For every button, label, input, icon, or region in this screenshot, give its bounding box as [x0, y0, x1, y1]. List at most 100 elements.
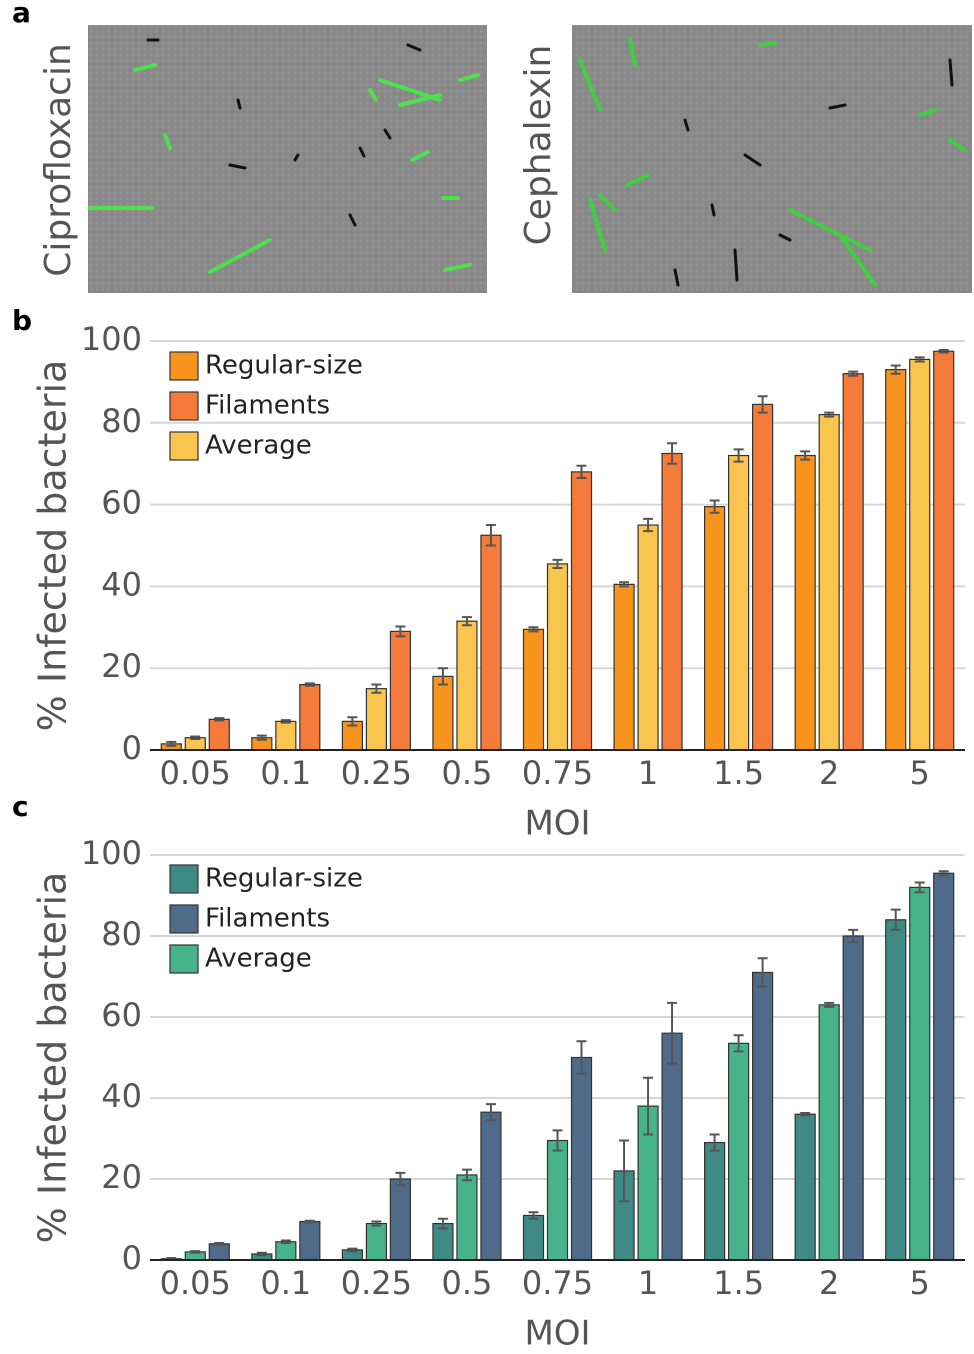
bar — [794, 454, 816, 751]
x-tick-label: 2 — [819, 754, 839, 792]
error-bar — [256, 734, 267, 741]
bar — [613, 583, 635, 751]
error-bar — [461, 1168, 472, 1182]
y-tick-label: 0 — [122, 1239, 142, 1277]
bar — [728, 454, 750, 751]
error-bar — [667, 1001, 678, 1065]
x-tick-label: 0.05 — [160, 754, 231, 792]
x-tick-label: 0.5 — [441, 1264, 492, 1302]
y-tick-label: 20 — [101, 647, 142, 685]
error-bar — [280, 719, 291, 724]
error-bar — [824, 1001, 835, 1008]
bar — [389, 630, 411, 751]
error-bar — [667, 442, 678, 465]
x-tick-label: 2 — [819, 1264, 839, 1302]
error-bar — [757, 957, 768, 988]
bar — [480, 1111, 502, 1261]
y-tick-label: 60 — [101, 484, 142, 522]
error-bar — [214, 1241, 225, 1246]
bar — [885, 919, 907, 1261]
bar — [818, 1004, 840, 1261]
error-bar — [576, 1040, 587, 1075]
error-bar — [619, 581, 630, 588]
error-bar — [304, 1219, 315, 1224]
bar — [365, 688, 387, 751]
error-bar — [757, 395, 768, 414]
error-bar — [552, 558, 563, 569]
error-bar — [800, 450, 811, 461]
bar — [432, 675, 454, 751]
error-bar — [938, 348, 949, 354]
bar — [752, 403, 774, 751]
error-bar — [395, 1171, 406, 1187]
x-tick-label: 0.25 — [341, 754, 412, 792]
x-tick-label: 1 — [638, 754, 658, 792]
error-bar — [190, 1250, 201, 1254]
legend-swatch — [169, 351, 199, 381]
legend-label: Average — [205, 944, 312, 974]
bar — [456, 1174, 478, 1261]
error-bar — [848, 928, 859, 944]
bar — [637, 524, 659, 751]
y-tick-label: 40 — [101, 565, 142, 603]
bar — [909, 886, 931, 1261]
bar — [909, 358, 931, 751]
error-bar — [890, 364, 901, 375]
legend-swatch — [169, 864, 199, 894]
y-tick-label: 40 — [101, 1077, 142, 1115]
image-label: Cephalexin — [518, 45, 559, 246]
bar — [522, 1214, 545, 1261]
x-tick-label: 0.05 — [160, 1264, 231, 1302]
legend-label: Regular-size — [205, 864, 363, 894]
bar — [704, 506, 726, 751]
bar — [275, 1241, 297, 1261]
legend-swatch — [169, 904, 199, 934]
x-tick-label: 0.25 — [341, 1264, 412, 1302]
x-tick-label: 5 — [910, 1264, 930, 1302]
bar — [752, 971, 774, 1261]
error-bar — [371, 683, 382, 694]
error-bar — [256, 1251, 267, 1257]
error-bar — [437, 667, 448, 686]
bar — [794, 1113, 816, 1261]
bar — [842, 935, 864, 1261]
bar — [456, 620, 478, 751]
error-bar — [485, 1103, 496, 1122]
error-bar — [800, 1111, 811, 1117]
error-bar — [643, 517, 654, 533]
bar — [522, 628, 545, 751]
legend-swatch — [169, 391, 199, 421]
bar — [389, 1178, 411, 1261]
error-bar — [371, 1220, 382, 1227]
error-bar — [304, 682, 315, 687]
error-bar — [914, 881, 925, 894]
bar — [208, 718, 230, 751]
x-tick-label: 0.75 — [522, 1264, 593, 1302]
bar — [570, 471, 593, 751]
bar — [818, 414, 840, 751]
legend-label: Regular-size — [205, 351, 363, 381]
x-tick-label: 0.1 — [260, 754, 311, 792]
y-tick-label: 20 — [101, 1158, 142, 1196]
error-bar — [280, 1239, 291, 1244]
error-bar — [576, 464, 587, 480]
y-tick-label: 100 — [81, 834, 142, 872]
legend-swatch — [169, 944, 199, 974]
legend-swatch — [169, 431, 199, 461]
error-bar — [824, 411, 835, 418]
bar — [299, 683, 321, 751]
x-tick-label: 1.5 — [713, 1264, 764, 1302]
error-bar — [938, 870, 949, 877]
bar — [933, 872, 955, 1261]
error-bar — [914, 356, 925, 363]
x-tick-label: 1 — [638, 1264, 658, 1302]
y-tick-label: 60 — [101, 996, 142, 1034]
bar — [933, 350, 955, 751]
error-bar — [890, 908, 901, 931]
error-bar — [485, 524, 496, 547]
error-bar — [552, 1129, 563, 1152]
error-bar — [395, 625, 406, 638]
error-bar — [461, 616, 472, 627]
x-tick-label: 5 — [910, 754, 930, 792]
